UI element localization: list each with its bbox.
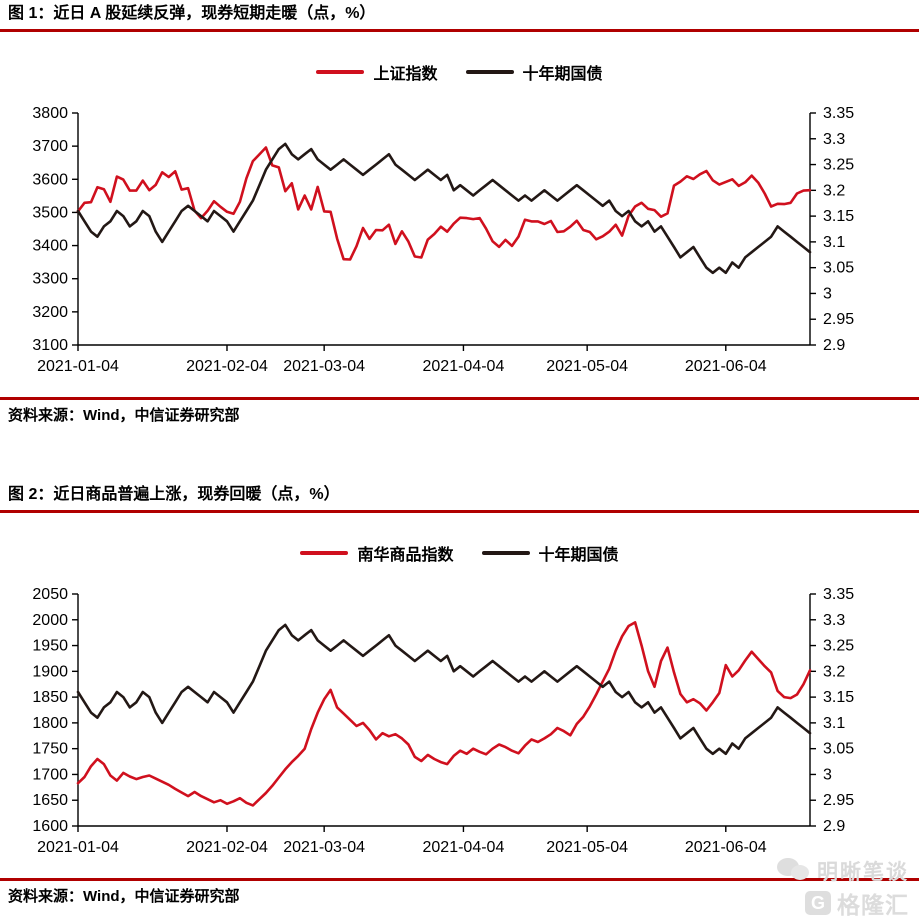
svg-text:3: 3 bbox=[823, 766, 832, 783]
legend-label-sse: 上证指数 bbox=[373, 65, 438, 83]
svg-text:1700: 1700 bbox=[32, 766, 68, 783]
svg-text:1650: 1650 bbox=[32, 792, 68, 809]
figure-1-source-block: 资料来源：Wind，中信证券研究部 bbox=[0, 397, 919, 425]
svg-text:2021-02-04: 2021-02-04 bbox=[186, 839, 268, 856]
svg-text:2.95: 2.95 bbox=[823, 792, 854, 809]
legend-item-bond-2: 十年期国债 bbox=[481, 541, 619, 565]
figure-2-source-block: 资料来源：Wind，中信证券研究部 bbox=[0, 878, 919, 906]
red-line-swatch bbox=[300, 550, 349, 555]
svg-text:3.35: 3.35 bbox=[823, 586, 854, 603]
nanhua-vs-bond-chart: 2050 2000 1950 1900 1850 1800 1750 1700 1650 1600… bbox=[32, 586, 854, 856]
figure-2: 图 2：近日商品普遍上涨，现券回暖（点，%） 南华商品指数 十年期国债 2050… bbox=[0, 481, 919, 906]
svg-text:2.9: 2.9 bbox=[823, 337, 845, 354]
svg-text:3300: 3300 bbox=[32, 271, 68, 288]
svg-text:1900: 1900 bbox=[32, 663, 68, 680]
svg-text:2021-03-04: 2021-03-04 bbox=[283, 839, 365, 856]
svg-text:3: 3 bbox=[823, 285, 832, 302]
legend-item-bond-1: 十年期国债 bbox=[465, 60, 603, 84]
svg-text:3.1: 3.1 bbox=[823, 234, 845, 251]
svg-text:2021-01-04: 2021-01-04 bbox=[37, 358, 119, 375]
svg-text:2021-01-04: 2021-01-04 bbox=[37, 839, 119, 856]
svg-text:2021-03-04: 2021-03-04 bbox=[283, 358, 365, 375]
svg-text:1800: 1800 bbox=[32, 715, 68, 732]
svg-text:1850: 1850 bbox=[32, 689, 68, 706]
svg-text:1750: 1750 bbox=[32, 741, 68, 758]
svg-text:3.1: 3.1 bbox=[823, 715, 845, 732]
svg-text:3400: 3400 bbox=[32, 238, 68, 255]
svg-text:3.3: 3.3 bbox=[823, 131, 845, 148]
svg-text:3500: 3500 bbox=[32, 204, 68, 221]
legend-item-sse: 上证指数 bbox=[316, 60, 438, 84]
svg-text:3.15: 3.15 bbox=[823, 689, 854, 706]
svg-text:2050: 2050 bbox=[32, 586, 68, 603]
figure-2-source: 资料来源：Wind，中信证券研究部 bbox=[8, 888, 240, 905]
svg-text:3100: 3100 bbox=[32, 337, 68, 354]
svg-text:2021-06-04: 2021-06-04 bbox=[685, 839, 767, 856]
svg-text:3200: 3200 bbox=[32, 304, 68, 321]
figure-1-source: 资料来源：Wind，中信证券研究部 bbox=[8, 407, 240, 424]
svg-text:3.25: 3.25 bbox=[823, 638, 854, 655]
svg-text:2021-05-04: 2021-05-04 bbox=[546, 358, 628, 375]
legend-label-nanhua: 南华商品指数 bbox=[357, 546, 454, 564]
svg-text:2000: 2000 bbox=[32, 612, 68, 629]
figure-1: 图 1：近日 A 股延续反弹，现券短期走暖（点，%） 上证指数 十年期国债 38… bbox=[0, 0, 919, 425]
black-line-swatch bbox=[465, 69, 514, 74]
svg-text:3.2: 3.2 bbox=[823, 663, 845, 680]
svg-text:3.05: 3.05 bbox=[823, 741, 854, 758]
svg-text:2021-02-04: 2021-02-04 bbox=[186, 358, 268, 375]
legend-label-bond-2: 十年期国债 bbox=[538, 546, 619, 564]
svg-text:3800: 3800 bbox=[32, 105, 68, 122]
svg-text:3.2: 3.2 bbox=[823, 182, 845, 199]
black-line-swatch bbox=[481, 550, 530, 555]
svg-text:3.25: 3.25 bbox=[823, 157, 854, 174]
figure-2-legend: 南华商品指数 十年期国债 bbox=[0, 541, 919, 565]
figure-2-title: 图 2：近日商品普遍上涨，现券回暖（点，%） bbox=[0, 481, 919, 513]
sse-vs-bond-chart: 3800 3700 3600 3500 3400 3300 3200 3100 3.35 3.3 3… bbox=[32, 105, 854, 375]
figure-1-title: 图 1：近日 A 股延续反弹，现券短期走暖（点，%） bbox=[0, 0, 919, 32]
svg-text:3.15: 3.15 bbox=[823, 208, 854, 225]
svg-text:3.3: 3.3 bbox=[823, 612, 845, 629]
svg-text:3600: 3600 bbox=[32, 171, 68, 188]
svg-text:2.95: 2.95 bbox=[823, 311, 854, 328]
svg-text:2021-06-04: 2021-06-04 bbox=[685, 358, 767, 375]
svg-text:3700: 3700 bbox=[32, 138, 68, 155]
svg-text:3.35: 3.35 bbox=[823, 105, 854, 122]
figure-1-legend: 上证指数 十年期国债 bbox=[0, 60, 919, 84]
legend-label-bond-1: 十年期国债 bbox=[522, 65, 603, 83]
legend-item-nanhua: 南华商品指数 bbox=[300, 541, 454, 565]
red-line-swatch bbox=[316, 69, 365, 74]
svg-text:2021-04-04: 2021-04-04 bbox=[423, 839, 505, 856]
svg-text:2021-05-04: 2021-05-04 bbox=[546, 839, 628, 856]
svg-text:1950: 1950 bbox=[32, 638, 68, 655]
svg-text:2021-04-04: 2021-04-04 bbox=[423, 358, 505, 375]
svg-text:3.05: 3.05 bbox=[823, 260, 854, 277]
svg-text:2.9: 2.9 bbox=[823, 818, 845, 835]
svg-text:1600: 1600 bbox=[32, 818, 68, 835]
